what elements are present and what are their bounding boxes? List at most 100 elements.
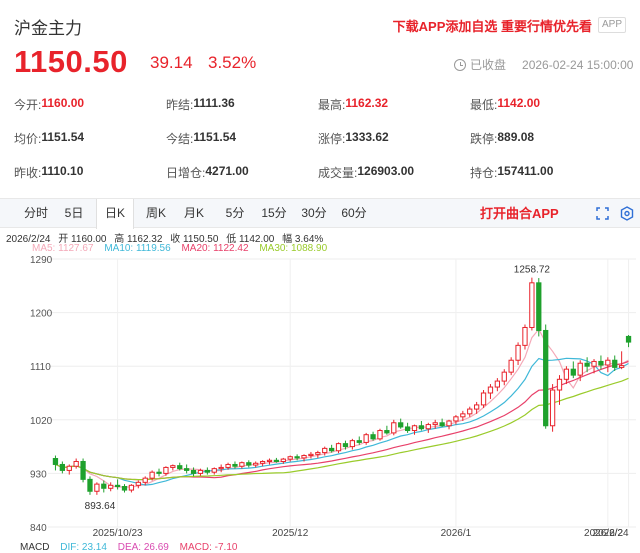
candle-body (570, 368, 576, 376)
stats-row: 今开: 1160.00 昨结: 1111.36 最高: 1162.32 最低: 1142… (0, 88, 640, 122)
info-amp: 幅 3.64% (282, 234, 324, 245)
candle-body (432, 422, 438, 426)
candle-body (349, 440, 355, 448)
candle-body (619, 365, 625, 368)
candle-body (135, 481, 141, 486)
settings-icon[interactable] (620, 206, 634, 221)
candle-body (501, 371, 507, 382)
candle-body (356, 440, 362, 443)
candle-body (460, 413, 466, 418)
tab-5day[interactable]: 5日 (64, 206, 84, 220)
candle-body (322, 447, 328, 454)
candle-body (177, 465, 183, 470)
stat-item: 昨结: 1111.36 (166, 96, 235, 113)
tab-15min[interactable]: 15分 (261, 206, 287, 220)
stat-value: 889.08 (497, 130, 535, 144)
candle-body (467, 408, 473, 415)
candle-body (246, 462, 252, 466)
candle-body (370, 434, 376, 440)
candle-body (605, 359, 611, 366)
tab-weekly-k[interactable]: 周K (145, 206, 166, 220)
tab-intraday[interactable]: 分时 (23, 206, 48, 220)
stat-label: 涨停: (318, 132, 346, 146)
tab-5min[interactable]: 5分 (225, 206, 245, 220)
ma5-value: MA5: 1127.67 (32, 243, 94, 254)
candlestick-chart[interactable]: 1290 1200 1110 1020 930 840 2025/10/23 2025/12 2… (0, 252, 640, 537)
ma-legend: MA5: 1127.67 MA10: 1119.56 MA20: 1122.42… (32, 243, 335, 254)
candle-body (335, 443, 342, 452)
candle-body (536, 282, 542, 331)
period-tabbar: 分时 5日 日K 周K 月K 5分 15分 30分 60分 打开曲合APP (0, 198, 640, 229)
fullscreen-icon[interactable] (596, 207, 609, 220)
stat-label: 均价: (14, 132, 42, 146)
candle-body (508, 359, 514, 373)
candle-body (363, 434, 369, 443)
candle-body (287, 456, 293, 460)
last-price: 1150.50 (14, 44, 128, 79)
candle-body (625, 335, 632, 343)
ma20-line (55, 360, 629, 481)
candle-body (232, 463, 238, 467)
candle-body (342, 443, 349, 448)
candle-body (80, 460, 86, 480)
candle-body (591, 360, 597, 367)
candle-body (418, 425, 425, 430)
tab-monthly-k[interactable]: 月K (183, 206, 204, 220)
candle-body (315, 452, 321, 455)
tab-daily-k[interactable]: 日K (96, 199, 134, 229)
status-text: 已收盘 (470, 58, 507, 72)
candle-body (211, 468, 217, 473)
macd-legend: MACD DIF: 23.14 DEA: 26.69 MACD: -7.10 (20, 542, 245, 553)
candle-body (128, 484, 135, 491)
macd-dea: DEA: 26.69 (117, 542, 169, 553)
stat-value: 4271.00 (205, 164, 249, 178)
candle-body (108, 484, 114, 489)
candle-body (163, 466, 169, 474)
market-status: 已收盘 2026-02-24 15:00:00 (454, 56, 633, 73)
candle-body (301, 455, 307, 459)
price-change: 39.14 (150, 53, 193, 72)
stat-label: 持仓: (470, 166, 498, 180)
download-app-promo[interactable]: 下载APP添加自选 重要行情优先看 (392, 19, 592, 34)
candle-body (598, 360, 604, 366)
y-tick-label: 1290 (30, 255, 53, 266)
candle-body (439, 422, 445, 427)
candle-body (425, 424, 431, 430)
candle-body (114, 484, 121, 488)
candle-body (197, 469, 204, 474)
stat-value: 1333.62 (345, 130, 389, 144)
stat-label: 今结: (166, 132, 194, 146)
stat-label: 最高: (318, 98, 346, 112)
open-app-link[interactable]: 打开曲合APP (480, 206, 559, 221)
candle-body (411, 425, 418, 432)
x-tick-label: 2025/10/23 (93, 528, 143, 537)
x-tick-label: 2026/2/24 (584, 528, 629, 537)
status-datetime: 2026-02-24 15:00:00 (522, 57, 634, 72)
candle-body (584, 362, 590, 367)
candle-body (480, 392, 487, 406)
candle-body (94, 483, 100, 492)
x-tick-label: 2025/12 (272, 528, 309, 537)
tab-30min[interactable]: 30分 (301, 206, 327, 220)
candle-body (404, 426, 411, 432)
candle-body (308, 453, 314, 457)
price-change-percent: 3.52% (208, 53, 257, 72)
candle-body (549, 389, 556, 427)
candle-info: 2026/2/24 开 1160.00 高 1162.32 收 1150.50 … (6, 230, 328, 245)
app-badge[interactable]: APP (597, 17, 626, 33)
y-tick-label: 1020 (30, 416, 53, 427)
tab-60min[interactable]: 60分 (341, 206, 367, 220)
stat-label: 成交量: (318, 166, 358, 180)
info-date: 2026/2/24 (6, 234, 51, 245)
candle-body (184, 468, 190, 471)
candle-body (266, 459, 273, 462)
candle-body (577, 362, 583, 376)
candle-body (225, 463, 231, 468)
x-tick-label: 2026/1 (441, 528, 472, 537)
y-tick-label: 1110 (30, 362, 51, 373)
stat-item: 涨停: 1333.62 (318, 130, 389, 147)
candle-body (543, 329, 549, 427)
y-tick-label: 930 (30, 469, 47, 480)
stat-item: 最高: 1162.32 (318, 96, 388, 113)
info-high: 高 1162.32 (114, 234, 163, 245)
